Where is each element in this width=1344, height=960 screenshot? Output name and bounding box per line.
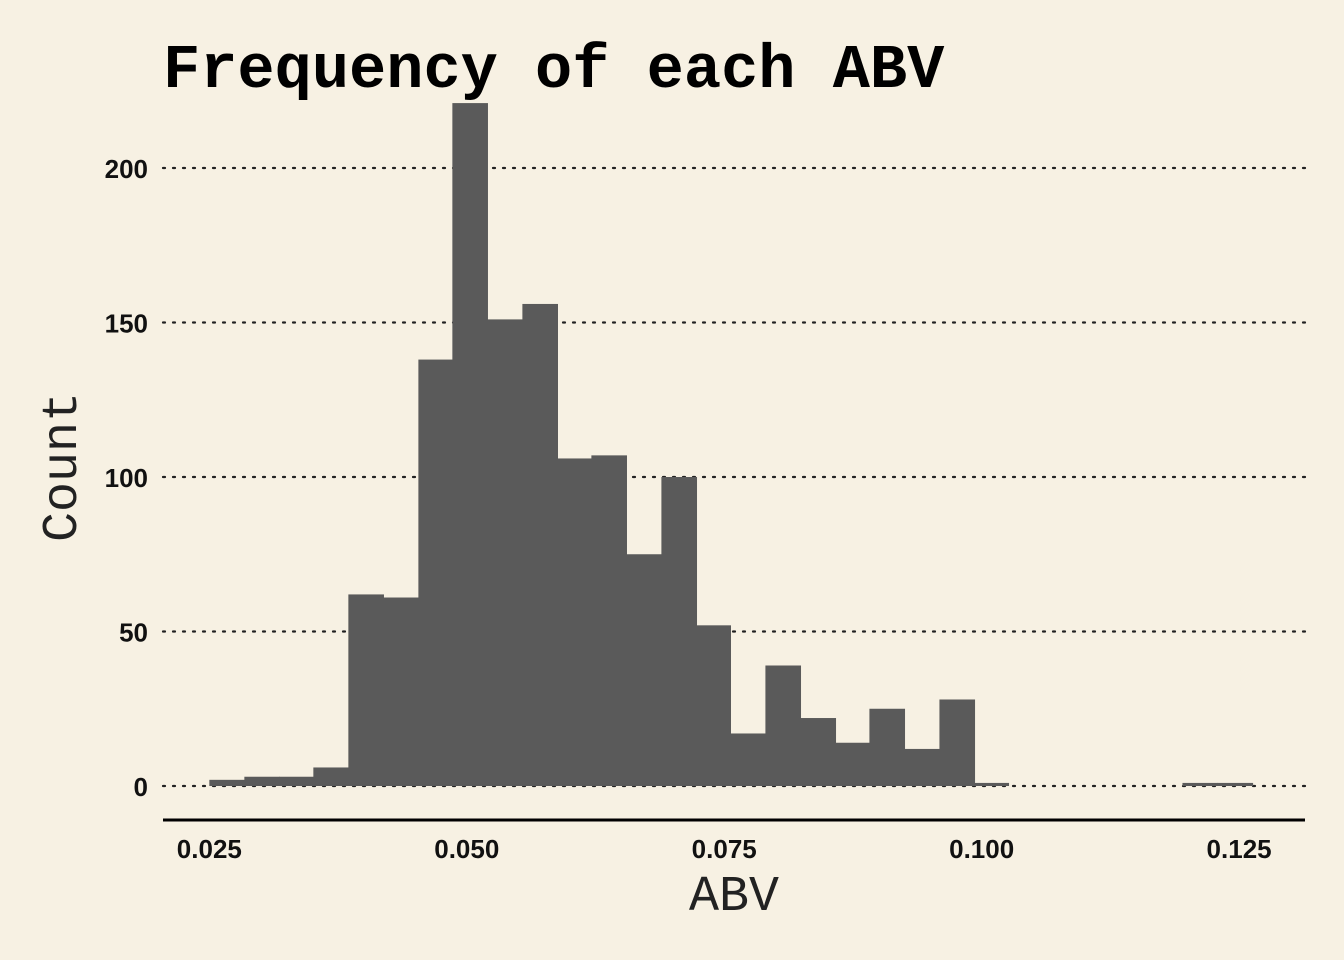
histogram-bar-0	[209, 779, 245, 787]
histogram-bar-19	[869, 708, 906, 787]
histogram-bar-17	[800, 718, 837, 787]
x-tick-label: 0.025	[177, 834, 242, 864]
histogram-bar-28	[1182, 782, 1219, 787]
y-tick-label: 50	[119, 618, 148, 648]
histogram-bar-15	[730, 733, 767, 787]
histogram-bar-6	[418, 359, 453, 787]
y-ticks-layer: 0 50 100 150 200	[105, 154, 148, 802]
x-tick-label: 0.100	[949, 834, 1014, 864]
y-tick-label: 200	[105, 154, 148, 184]
histogram-bar-7	[452, 103, 488, 787]
histogram-bar-18	[835, 742, 871, 787]
histogram-bar-4	[348, 594, 384, 787]
histogram-bar-14	[696, 625, 731, 787]
y-tick-label: 150	[105, 308, 148, 338]
y-tick-label: 100	[105, 463, 148, 493]
histogram-bar-10	[557, 458, 592, 787]
histogram-bar-29	[1217, 782, 1254, 787]
histogram-bar-5	[383, 597, 419, 787]
x-tick-label: 0.075	[692, 834, 757, 864]
histogram-bar-8	[487, 319, 523, 787]
bars-layer	[209, 103, 1254, 787]
x-ticks-layer: 0.025 0.050 0.075 0.100 0.125	[177, 834, 1272, 864]
histogram-bar-9	[522, 303, 558, 787]
histogram-bar-22	[974, 782, 1010, 787]
histogram-bar-12	[626, 554, 663, 787]
histogram-bar-2	[279, 776, 314, 787]
histogram-bar-16	[765, 665, 802, 787]
x-axis-title: ABV	[689, 869, 779, 926]
chart-title: Frequency of each ABV	[163, 35, 945, 106]
y-tick-label: 0	[134, 772, 148, 802]
histogram-bar-1	[244, 776, 280, 787]
x-tick-label: 0.125	[1207, 834, 1272, 864]
histogram-bar-20	[904, 748, 941, 787]
histogram-bar-21	[939, 699, 976, 787]
y-axis-title: Count	[35, 392, 92, 542]
histogram-bar-3	[313, 767, 349, 787]
histogram-bar-11	[591, 455, 627, 787]
x-tick-label: 0.050	[434, 834, 499, 864]
histogram-bar-13	[661, 476, 698, 787]
